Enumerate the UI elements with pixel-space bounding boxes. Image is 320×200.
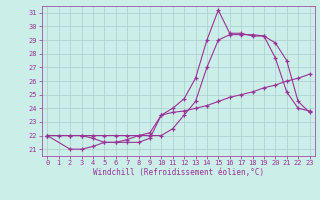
- X-axis label: Windchill (Refroidissement éolien,°C): Windchill (Refroidissement éolien,°C): [93, 168, 264, 177]
